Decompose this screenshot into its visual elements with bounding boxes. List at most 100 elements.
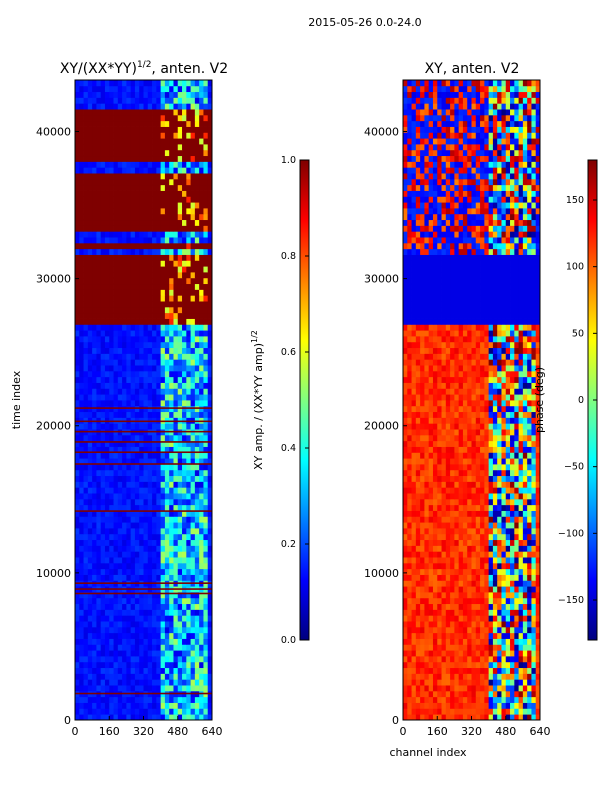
heatmap-cell — [79, 260, 84, 267]
heatmap-cell — [109, 423, 114, 430]
heatmap-cell — [83, 493, 89, 500]
heatmap-cell — [100, 225, 106, 232]
heatmap-cell — [139, 359, 144, 366]
heatmap-cell — [100, 388, 106, 395]
heatmap-cell — [492, 551, 498, 558]
heatmap-cell — [445, 516, 451, 523]
heatmap-cell — [100, 498, 106, 506]
heatmap-cell — [458, 673, 464, 680]
heatmap-cell — [164, 289, 170, 296]
heatmap-cell — [134, 493, 140, 500]
heatmap-cell — [104, 91, 110, 98]
heatmap-cell — [203, 114, 209, 122]
heatmap-cell — [113, 464, 119, 471]
heatmap-cell — [501, 685, 507, 692]
heatmap-cell — [177, 411, 183, 418]
heatmap-cell — [104, 144, 110, 151]
heatmap-cell — [156, 696, 162, 703]
heatmap-cell — [143, 388, 149, 395]
heatmap-cell — [109, 370, 114, 378]
heatmap-cell — [458, 621, 464, 628]
heatmap-cell — [194, 574, 200, 581]
heatmap-cell — [454, 528, 460, 535]
heatmap-cell — [109, 318, 114, 325]
heatmap-cell — [471, 592, 477, 599]
heatmap-cell — [407, 626, 412, 634]
heatmap-cell — [177, 80, 183, 87]
heatmap-cell — [471, 533, 477, 541]
heatmap-cell — [87, 667, 93, 674]
heatmap-cell — [190, 312, 196, 319]
heatmap-cell — [164, 132, 170, 139]
heatmap-cell — [126, 487, 132, 494]
heatmap-cell — [160, 167, 166, 174]
heatmap-cell — [186, 400, 191, 407]
heatmap-cell — [428, 661, 434, 669]
heatmap-cell — [497, 626, 502, 634]
heatmap-cell — [510, 475, 515, 482]
heatmap-cell — [203, 475, 209, 482]
full-value-row — [75, 441, 212, 443]
heatmap-cell — [480, 644, 485, 651]
heatmap-cell — [169, 504, 174, 511]
heatmap-cell — [100, 266, 106, 273]
heatmap-cell — [454, 696, 460, 703]
heatmap-cell — [194, 626, 200, 634]
heatmap-cell — [87, 97, 93, 104]
heatmap-cell — [143, 469, 149, 477]
heatmap-cell — [109, 190, 114, 197]
heatmap-cell — [518, 481, 524, 488]
heatmap-cell — [83, 353, 89, 360]
heatmap-cell — [152, 184, 157, 191]
heatmap-cell — [207, 702, 213, 709]
heatmap-cell — [484, 516, 490, 523]
heatmap-cell — [109, 696, 114, 703]
heatmap-cell — [432, 493, 438, 500]
heatmap-cell — [92, 202, 97, 209]
heatmap-cell — [126, 615, 132, 622]
heatmap-cell — [100, 685, 106, 692]
heatmap-cell — [160, 475, 166, 482]
heatmap-cell — [207, 487, 213, 494]
heatmap-cell — [173, 667, 179, 674]
heatmap-cell — [134, 539, 140, 546]
heatmap-cell — [450, 580, 455, 587]
heatmap-cell — [480, 539, 485, 546]
heatmap-cell — [139, 161, 144, 168]
heatmap-cell — [130, 434, 136, 442]
heatmap-cell — [147, 597, 153, 605]
heatmap-cell — [143, 167, 149, 174]
heatmap-cell — [484, 504, 490, 511]
heatmap-cell — [207, 545, 213, 552]
heatmap-cell — [87, 679, 93, 686]
heatmap-cell — [152, 370, 157, 378]
heatmap-cell — [467, 603, 472, 610]
heatmap-cell — [160, 603, 166, 610]
heatmap-cell — [488, 632, 494, 639]
heatmap-cell — [522, 522, 528, 529]
heatmap-cell — [420, 510, 425, 517]
heatmap-cell — [518, 539, 524, 546]
heatmap-cell — [83, 109, 89, 116]
heatmap-cell — [96, 370, 102, 378]
heatmap-cell — [415, 708, 421, 715]
heatmap-cell — [194, 661, 200, 669]
heatmap-cell — [104, 324, 110, 331]
heatmap-cell — [147, 277, 153, 285]
full-value-row — [75, 588, 212, 590]
heatmap-cell — [186, 295, 191, 302]
heatmap-cell — [139, 213, 144, 221]
heatmap-cell — [403, 592, 408, 599]
heatmap-cell — [79, 109, 84, 116]
heatmap-cell — [411, 580, 417, 587]
heatmap-cell — [79, 184, 84, 191]
heatmap-cell — [122, 347, 127, 354]
heatmap-cell — [535, 539, 541, 546]
heatmap-cell — [501, 545, 507, 552]
heatmap-cell — [122, 336, 127, 343]
heatmap-cell — [79, 144, 84, 151]
heatmap-cell — [160, 109, 166, 116]
heatmap-cell — [152, 632, 157, 639]
heatmap-cell — [122, 592, 127, 599]
heatmap-cell — [87, 434, 93, 442]
